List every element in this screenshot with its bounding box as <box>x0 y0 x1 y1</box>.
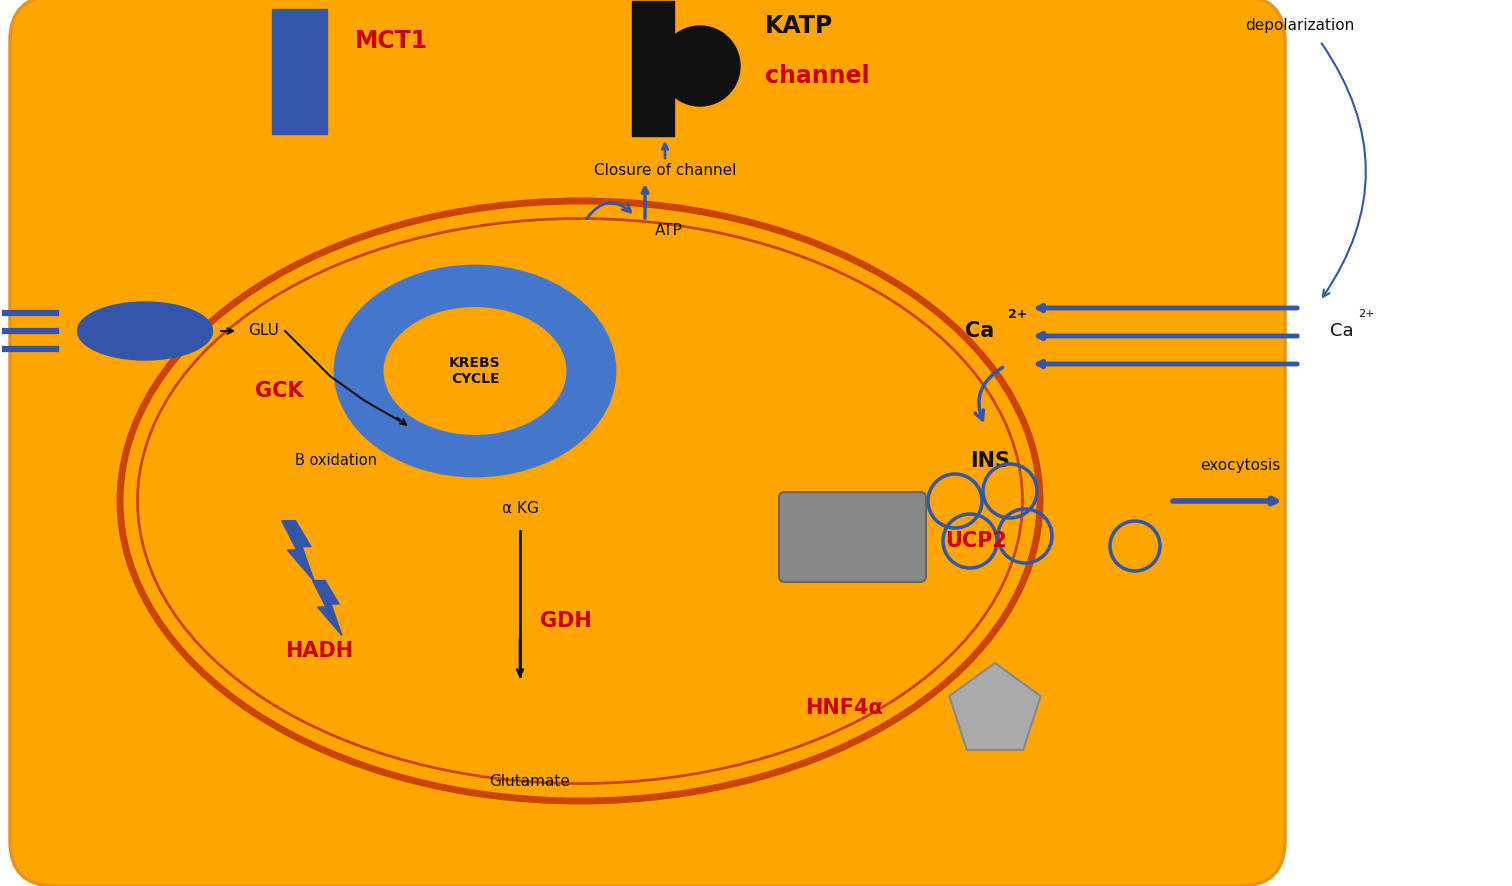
Text: GCK: GCK <box>256 381 304 401</box>
Text: HADH: HADH <box>284 641 354 661</box>
Text: GDH: GDH <box>540 611 591 631</box>
Ellipse shape <box>119 201 1040 801</box>
Text: channel: channel <box>765 64 869 88</box>
Polygon shape <box>313 580 342 635</box>
Polygon shape <box>281 521 314 581</box>
Text: KATP: KATP <box>765 14 833 38</box>
Bar <box>632 1 674 136</box>
Ellipse shape <box>383 306 567 436</box>
FancyArrowPatch shape <box>975 368 1002 420</box>
Text: MCT1: MCT1 <box>355 29 428 53</box>
Bar <box>272 9 327 134</box>
Ellipse shape <box>77 302 213 360</box>
Text: exocytosis: exocytosis <box>1201 458 1281 473</box>
FancyBboxPatch shape <box>779 492 925 582</box>
Text: 2+: 2+ <box>1009 307 1027 321</box>
Text: GLU: GLU <box>248 323 278 338</box>
Text: ATP: ATP <box>655 223 683 238</box>
Text: Ca: Ca <box>965 321 1001 341</box>
FancyArrowPatch shape <box>1321 43 1365 297</box>
Text: Ca: Ca <box>1331 322 1353 340</box>
Text: INS: INS <box>971 451 1010 471</box>
Circle shape <box>661 26 739 106</box>
FancyBboxPatch shape <box>11 0 1285 886</box>
Ellipse shape <box>336 266 615 476</box>
Text: α KG: α KG <box>502 501 538 516</box>
Text: 2+: 2+ <box>1358 309 1374 319</box>
Text: B oxidation: B oxidation <box>295 454 376 469</box>
Text: Glutamate: Glutamate <box>490 773 570 789</box>
Text: HNF4α: HNF4α <box>804 698 883 718</box>
Text: UCP2: UCP2 <box>945 531 1007 551</box>
Text: KREBS
CYCLE: KREBS CYCLE <box>449 356 500 386</box>
Text: depolarization: depolarization <box>1244 19 1355 34</box>
Polygon shape <box>950 663 1040 750</box>
FancyArrowPatch shape <box>587 203 631 219</box>
Text: Closure of channel: Closure of channel <box>594 164 736 178</box>
